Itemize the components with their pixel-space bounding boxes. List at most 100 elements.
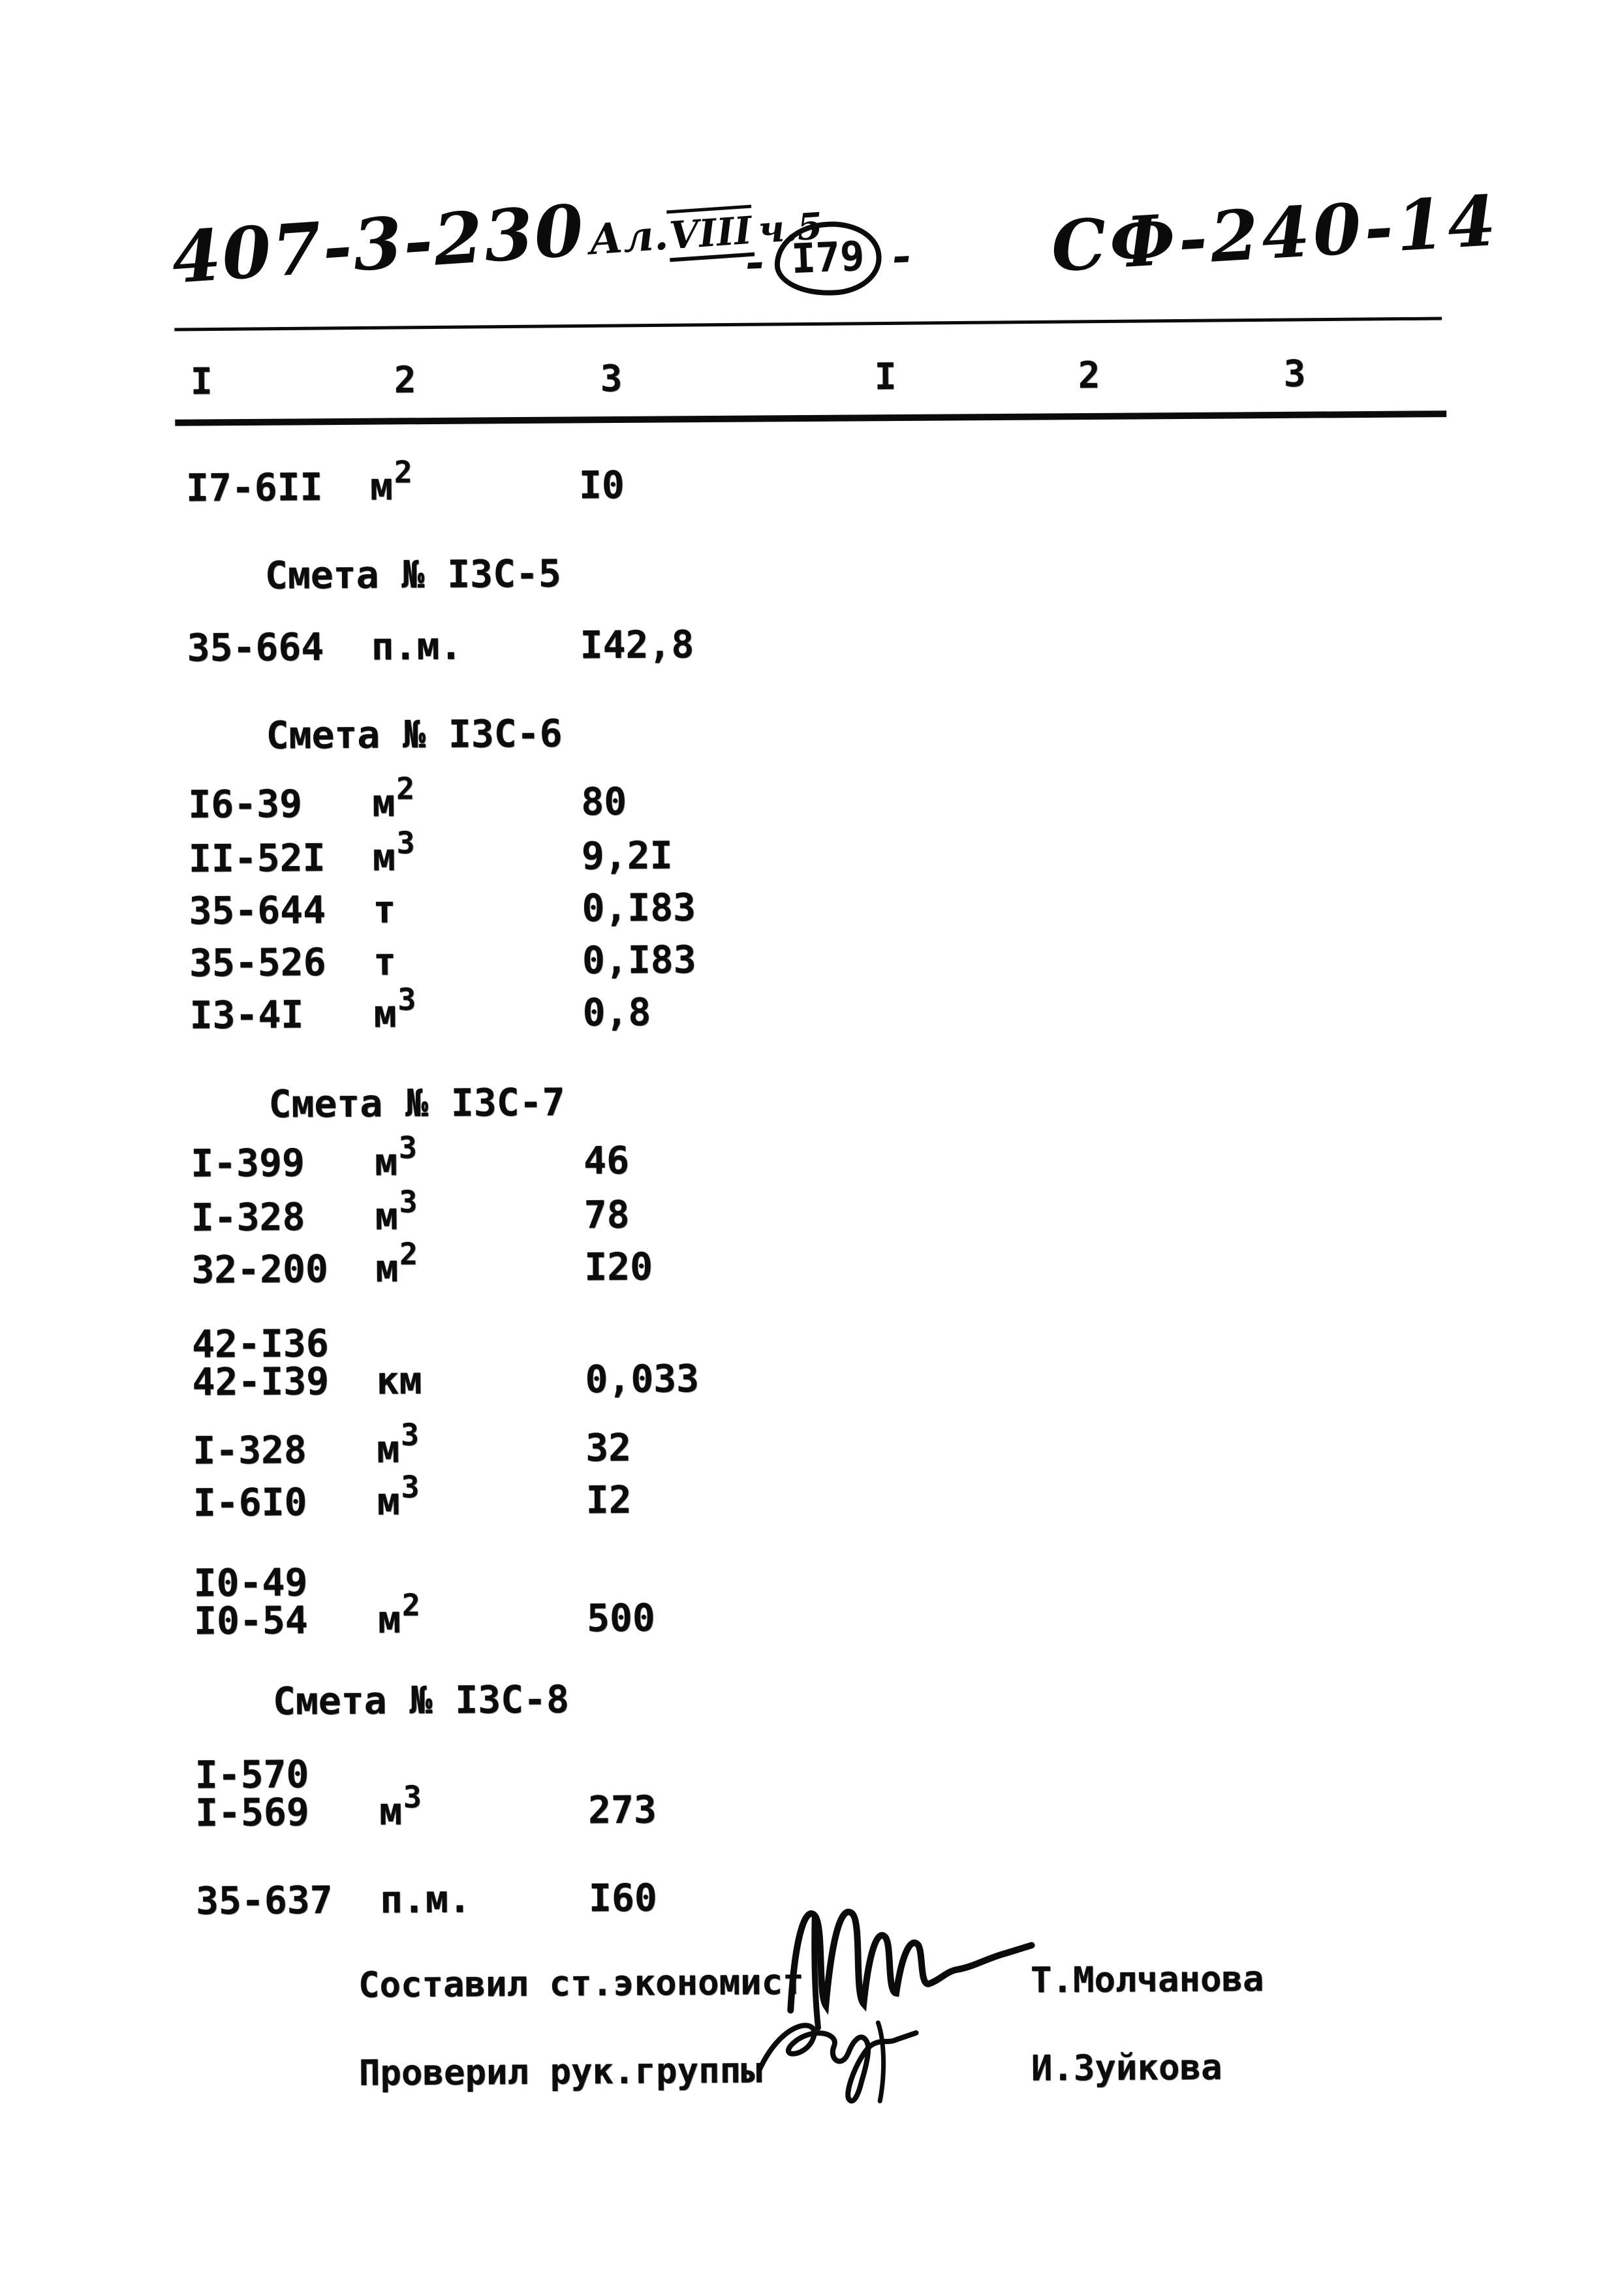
row-code: II-52I (189, 837, 326, 880)
row-code: I0-54 (194, 1600, 308, 1642)
unit-text: м (373, 835, 396, 879)
row-code: 35-664 (187, 627, 324, 669)
section-label: Смета № I3С-6 (266, 713, 562, 757)
unit-text: м (375, 1194, 398, 1238)
row-code: 42-I39 (192, 1361, 329, 1403)
row-unit: м3 (377, 1429, 419, 1470)
unit-superscript: 3 (401, 1470, 419, 1505)
row-unit: т (373, 941, 397, 983)
row-unit: т (373, 889, 397, 931)
column-header-2: 2 (394, 359, 416, 401)
unit-text: м (377, 1479, 400, 1523)
row-code: I-328 (191, 1196, 305, 1239)
row-unit: м3 (373, 993, 416, 1035)
column-header-1: I (191, 360, 213, 403)
row-unit: м2 (375, 1248, 418, 1290)
row-value: I20 (584, 1247, 653, 1289)
signature-zuykova (750, 2002, 999, 2122)
unit-superscript: 3 (401, 1418, 419, 1453)
row-value: 80 (581, 781, 627, 823)
section-label: Смета № I3С-8 (273, 1679, 569, 1723)
row-unit: м3 (375, 1196, 418, 1237)
unit-text: м (370, 464, 393, 508)
row-code: 35-644 (189, 890, 326, 932)
horizontal-rule-top (174, 317, 1442, 332)
row-code: I-6I0 (193, 1482, 307, 1524)
row-code: I-328 (193, 1429, 307, 1472)
row-code: I-569 (195, 1792, 309, 1834)
unit-text: км (376, 1358, 422, 1403)
row-value: I42,8 (580, 624, 694, 666)
row-code: I6-39 (188, 783, 302, 826)
column-header-row: I 2 3 I 2 3 (0, 0, 1610, 6)
unit-superscript: 3 (403, 1780, 422, 1815)
row-unit: м3 (379, 1791, 422, 1833)
unit-superscript: 2 (394, 455, 412, 490)
page-number-dash-right: - (891, 228, 912, 283)
unit-superscript: 3 (396, 826, 414, 861)
row-unit: м2 (378, 1599, 420, 1641)
row-value: 0,I83 (582, 939, 696, 982)
signature-role: Составил ст.экономист (358, 1961, 804, 2006)
column-header-5: 2 (1078, 354, 1100, 397)
signature-row-checker: Проверил рук.группы И.Зуйкова (359, 2044, 1534, 2157)
handwritten-document-code: СФ-240-14 (1049, 179, 1501, 288)
row-code: I3-4I (189, 994, 303, 1036)
table-row: 35-664 п.м. I42,8 (187, 619, 1427, 719)
row-unit: м3 (375, 1141, 417, 1183)
unit-text: м (373, 991, 396, 1036)
unit-text: м (375, 1246, 398, 1290)
row-code: 32-200 (191, 1249, 328, 1291)
section-label: Смета № I3С-5 (265, 553, 561, 597)
row-value: 0,8 (582, 992, 651, 1034)
unit-text: м (377, 1427, 399, 1471)
page-number-block: - I79 - (733, 218, 923, 300)
unit-superscript: 2 (396, 771, 414, 807)
row-value: 0,033 (585, 1358, 699, 1401)
row-value: 273 (588, 1790, 657, 1832)
column-header-3: 3 (600, 358, 623, 400)
unit-text: м (375, 1140, 397, 1184)
section-label: Смета № I3С-7 (268, 1082, 565, 1126)
project-number: 407-3-230 (169, 189, 587, 300)
row-code: 35-637 (196, 1880, 333, 1922)
row-value: 46 (583, 1140, 629, 1182)
row-value: 78 (584, 1194, 630, 1236)
row-unit: км (376, 1360, 423, 1402)
signature-name: И.Зуйкова (1031, 2047, 1222, 2089)
row-code: I7-6II (186, 467, 323, 509)
unit-text: п.м. (380, 1877, 471, 1922)
row-unit: м3 (373, 837, 415, 878)
row-value: I0 (579, 465, 625, 506)
unit-text: т (373, 887, 396, 931)
row-unit: п.м. (371, 626, 463, 668)
page-number-dash-left: - (744, 234, 766, 289)
unit-text: м (379, 1789, 402, 1833)
row-value: 0,I83 (582, 887, 696, 929)
unit-text: п.м. (371, 624, 462, 669)
row-value: I2 (586, 1480, 632, 1521)
column-header-4: I (875, 356, 897, 398)
signature-role: Проверил рук.группы (359, 2050, 762, 2094)
row-code: I-399 (191, 1142, 305, 1185)
unit-text: м (378, 1597, 401, 1641)
page-number-circled: I79 (773, 219, 883, 298)
horizontal-rule-below-headers (175, 411, 1446, 426)
row-unit: м3 (377, 1481, 420, 1523)
row-unit: м2 (372, 783, 414, 824)
row-unit: п.м. (380, 1879, 473, 1921)
handwritten-album-reference: 407-3-230Ал.VIIIч.5 (169, 174, 824, 300)
unit-text: т (373, 939, 396, 984)
unit-text: м (372, 781, 395, 825)
unit-superscript: 3 (399, 1130, 417, 1166)
row-code: 35-526 (189, 942, 326, 984)
row-value: I60 (589, 1878, 657, 1920)
row-value: 9,2I (582, 835, 673, 877)
signature-name: Т.Молчанова (1031, 1958, 1264, 2000)
